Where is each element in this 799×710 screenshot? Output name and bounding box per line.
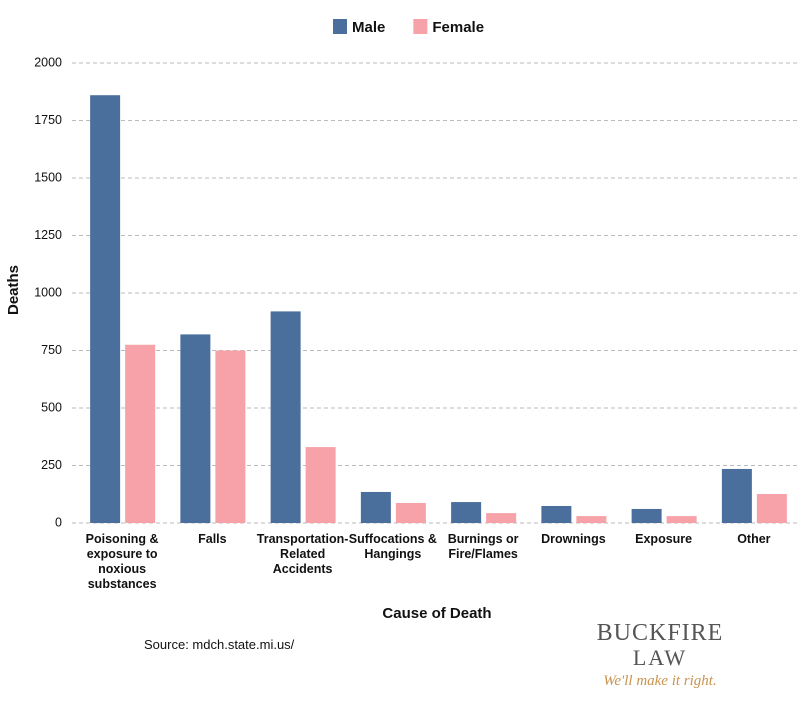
x-axis-title: Cause of Death: [382, 605, 491, 622]
bar: [631, 508, 662, 523]
y-tick-label: 250: [41, 458, 62, 472]
y-tick-label: 2000: [34, 55, 62, 69]
legend-swatch: [413, 19, 428, 34]
bar: [125, 344, 156, 523]
y-tick-label: 1750: [34, 113, 62, 127]
x-tick-label: Poisoning & exposure to noxious substanc…: [85, 532, 159, 591]
bar: [756, 494, 787, 523]
x-tick-label: Burnings or Fire/Flames: [447, 532, 519, 561]
y-tick-label: 500: [41, 400, 62, 414]
bar: [451, 502, 482, 523]
x-tick-label: Suffocations & Hangings: [348, 532, 437, 561]
bar: [395, 502, 426, 523]
legend-swatch: [333, 19, 347, 34]
bar: [721, 468, 752, 523]
logo-tagline: We'll make it right.: [603, 673, 717, 689]
y-tick-label: 1500: [34, 170, 62, 184]
logo-sub: LAW: [632, 645, 688, 670]
x-tick-label: Drownings: [541, 532, 606, 546]
bar: [576, 516, 607, 523]
x-tick-label: Transportation-Related Accidents: [256, 532, 349, 576]
bar: [666, 516, 697, 523]
legend-label: Female: [432, 19, 484, 36]
legend-label: Male: [352, 19, 385, 36]
source: Source: mdch.state.mi.us/: [144, 637, 295, 652]
y-tick-label: 0: [55, 515, 62, 529]
bar: [180, 334, 211, 523]
y-axis-title: Deaths: [5, 265, 22, 315]
y-tick-label: 750: [41, 343, 62, 357]
y-tick-label: 1000: [34, 285, 62, 299]
bar: [305, 447, 336, 523]
x-tick-label: Falls: [198, 532, 227, 546]
x-tick-label: Exposure: [635, 532, 693, 546]
bar: [541, 505, 572, 523]
bar: [360, 491, 391, 523]
bar: [270, 311, 301, 523]
y-tick-label: 1250: [34, 228, 62, 242]
bar: [486, 513, 517, 523]
bar: [90, 95, 121, 523]
bar: [215, 350, 246, 523]
logo-name: BUCKFIRE: [596, 620, 724, 646]
logo: BUCKFIRE LAW We'll make it right.: [590, 620, 730, 690]
x-tick-label: Other: [737, 532, 771, 546]
